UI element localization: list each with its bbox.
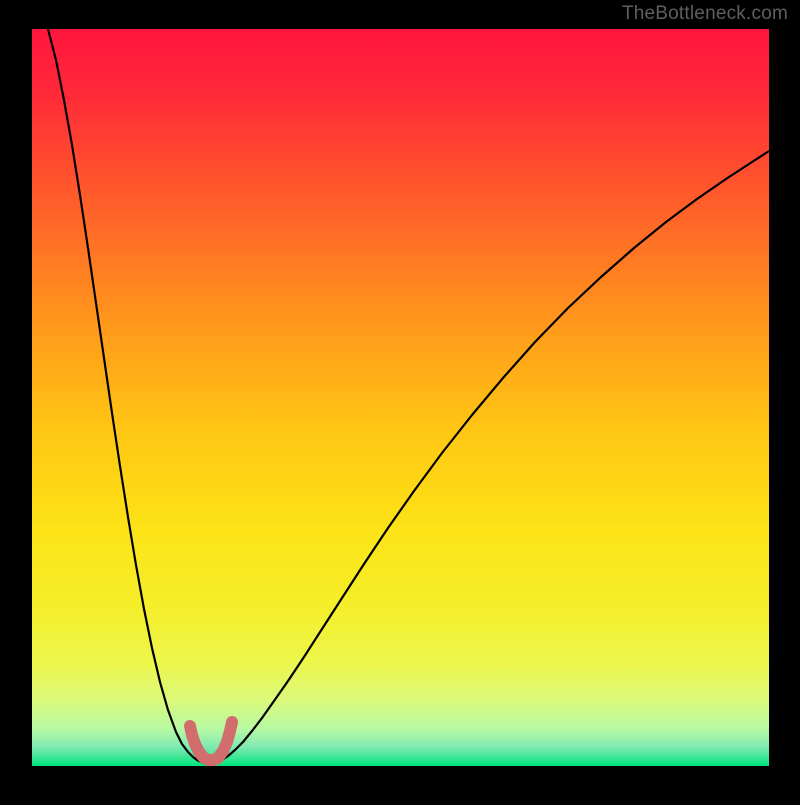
chart-container: TheBottleneck.com xyxy=(0,0,800,800)
bottleneck-curve-chart xyxy=(0,0,800,800)
heatmap-gradient-plot-area xyxy=(32,29,769,766)
